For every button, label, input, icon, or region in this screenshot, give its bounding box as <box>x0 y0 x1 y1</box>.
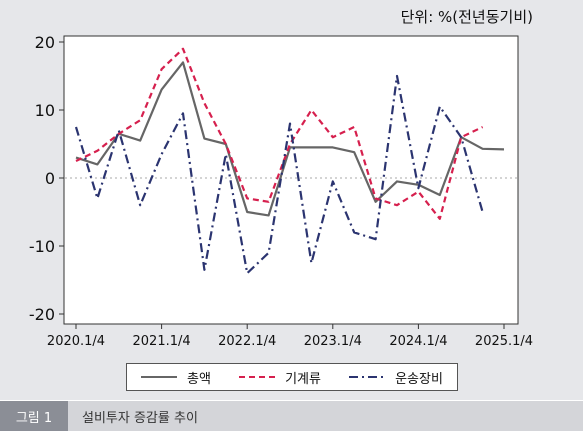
x-tick-label: 2020.1/4 <box>47 334 105 349</box>
legend-item-transport: 운송장비 <box>349 368 443 387</box>
x-tick-label: 2025.1/4 <box>475 334 533 349</box>
chart-panel: 단위: %(전년동기비) 20 10 0 -10 -20 2020.1/4 2021.1/… <box>0 0 583 400</box>
y-tick-label: 20 <box>35 33 55 52</box>
legend-label-machinery: 기계류 <box>285 371 321 387</box>
legend-item-total: 총액 <box>141 368 211 387</box>
figure-caption: 그림 1 설비투자 증감률 추이 <box>0 401 583 431</box>
unit-label: 단위: %(전년동기비) <box>400 8 533 26</box>
legend-label-total: 총액 <box>187 371 211 387</box>
x-tick-label: 2022.1/4 <box>218 334 276 349</box>
y-tick-label: -20 <box>29 305 55 324</box>
series-line-0 <box>75 61 505 217</box>
figure-title: 설비투자 증감률 추이 <box>82 410 198 426</box>
x-tick-label: 2023.1/4 <box>304 334 362 349</box>
y-tick-label: 10 <box>35 101 55 120</box>
y-axis: 20 10 0 -10 -20 <box>29 33 64 324</box>
y-tick-label: 0 <box>45 169 55 188</box>
figure-number: 그림 1 <box>0 401 68 431</box>
x-tick-label: 2024.1/4 <box>389 334 447 349</box>
x-axis: 2020.1/4 2021.1/4 2022.1/4 2023.1/4 2024.1/4… <box>47 324 533 349</box>
plot-area <box>63 35 519 325</box>
legend-label-transport: 운송장비 <box>395 371 443 387</box>
series-line-1 <box>75 47 484 220</box>
series-group <box>74 47 505 275</box>
x-tick-label: 2021.1/4 <box>133 334 191 349</box>
legend: 총액 기계류 운송장비 <box>126 363 458 391</box>
legend-item-machinery: 기계류 <box>239 368 321 387</box>
series-line-2 <box>74 74 484 275</box>
y-tick-label: -10 <box>29 237 55 256</box>
line-chart: 20 10 0 -10 -20 2020.1/4 2021.1/4 2022.1/4 2023… <box>29 33 533 349</box>
